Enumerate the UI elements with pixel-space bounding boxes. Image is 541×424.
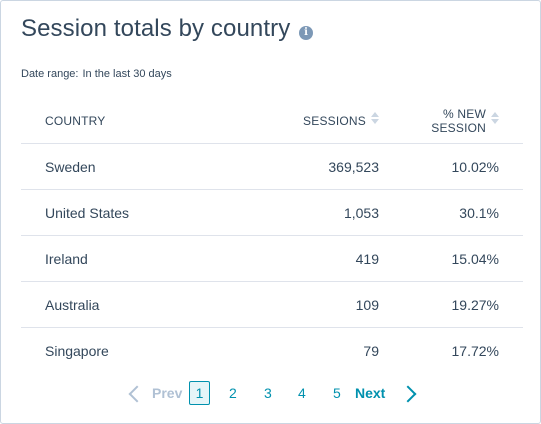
sessions-cell: 79 bbox=[363, 343, 379, 359]
column-header-new-session[interactable]: % NEW SESSION bbox=[431, 107, 486, 135]
prev-button[interactable]: Prev bbox=[152, 385, 183, 401]
country-table: COUNTRY SESSIONS % NEW SESSION Sweden 36… bbox=[21, 98, 523, 373]
sort-sessions-icon[interactable] bbox=[371, 112, 379, 126]
new-session-cell: 10.02% bbox=[451, 159, 499, 175]
table-row: Australia 109 19.27% bbox=[21, 282, 523, 328]
column-header-country: COUNTRY bbox=[45, 114, 106, 128]
sessions-cell: 1,053 bbox=[343, 205, 379, 221]
next-button[interactable]: Next bbox=[355, 385, 386, 401]
table-row: United States 1,053 30.1% bbox=[21, 190, 523, 236]
table-row: Singapore 79 17.72% bbox=[21, 328, 523, 373]
chevron-left-icon bbox=[128, 385, 146, 403]
table-row: Ireland 419 15.04% bbox=[21, 236, 523, 282]
sessions-cell: 369,523 bbox=[328, 159, 379, 175]
column-header-new-session-line2: SESSION bbox=[431, 121, 486, 135]
new-session-cell: 30.1% bbox=[459, 205, 499, 221]
card-title: Session totals by country bbox=[21, 15, 291, 42]
country-cell: Ireland bbox=[45, 251, 88, 267]
page-3-button[interactable]: 3 bbox=[264, 385, 272, 401]
page-4-button[interactable]: 4 bbox=[298, 385, 306, 401]
date-range: Date range: In the last 30 days bbox=[21, 68, 172, 80]
country-cell: United States bbox=[45, 205, 130, 221]
pagination: Prev 1 2 3 4 5 Next bbox=[1, 380, 540, 408]
date-range-value: In the last 30 days bbox=[82, 68, 172, 80]
country-cell: Sweden bbox=[45, 159, 96, 175]
page-1-button[interactable]: 1 bbox=[189, 381, 210, 405]
column-header-sessions[interactable]: SESSIONS bbox=[303, 114, 366, 128]
table-header: COUNTRY SESSIONS % NEW SESSION bbox=[21, 98, 523, 144]
date-range-label: Date range: bbox=[21, 68, 79, 80]
new-session-cell: 17.72% bbox=[451, 343, 499, 359]
new-session-cell: 19.27% bbox=[451, 297, 499, 313]
sessions-cell: 419 bbox=[355, 251, 379, 267]
column-header-new-session-line1: % NEW bbox=[443, 107, 486, 121]
page-5-button[interactable]: 5 bbox=[333, 385, 341, 401]
sort-new-session-icon[interactable] bbox=[491, 112, 499, 126]
country-cell: Singapore bbox=[45, 343, 109, 359]
sessions-cell: 109 bbox=[355, 297, 379, 313]
page-2-button[interactable]: 2 bbox=[229, 385, 237, 401]
info-icon[interactable]: i bbox=[299, 26, 313, 40]
new-session-cell: 15.04% bbox=[451, 251, 499, 267]
chevron-right-icon[interactable] bbox=[399, 385, 417, 403]
table-row: Sweden 369,523 10.02% bbox=[21, 144, 523, 190]
country-cell: Australia bbox=[45, 297, 100, 313]
